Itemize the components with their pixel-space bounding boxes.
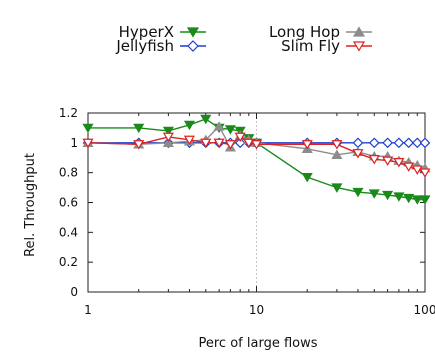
data-point-hyperx	[133, 123, 145, 134]
data-point-jellyfish	[368, 137, 380, 149]
data-point-jellyfish	[382, 137, 393, 149]
legend-label-hyperx: HyperX	[119, 23, 174, 41]
x-tick-label: 100	[414, 303, 435, 317]
data-point-hyperx	[393, 192, 405, 202]
data-point-slim-fly	[403, 162, 415, 172]
data-point-slim-fly	[224, 140, 236, 150]
data-point-long-hop	[162, 137, 174, 148]
data-point-hyperx	[82, 123, 94, 134]
data-point-jellyfish	[403, 137, 415, 149]
data-point-slim-fly	[133, 140, 145, 150]
data-point-jellyfish	[393, 137, 405, 149]
data-point-hyperx	[224, 125, 236, 135]
data-point-slim-fly	[213, 138, 225, 149]
x-tick-label: 10	[249, 303, 264, 317]
legend-entry-long-hop: Long Hop	[269, 23, 372, 41]
data-point-slim-fly	[382, 156, 394, 166]
data-point-slim-fly	[250, 140, 263, 150]
y-tick-label: 1.2	[59, 106, 78, 120]
x-axis-label: Perc of large flows	[199, 336, 318, 351]
y-tick-label: 0	[70, 285, 78, 299]
data-point-jellyfish	[234, 137, 246, 149]
data-point-slim-fly	[200, 138, 212, 149]
data-point-slim-fly	[411, 165, 423, 175]
data-point-jellyfish	[419, 137, 431, 149]
data-point-slim-fly	[352, 149, 364, 159]
data-point-slim-fly	[234, 132, 246, 143]
data-point-hyperx	[403, 193, 415, 204]
data-point-hyperx	[419, 195, 431, 205]
x-tick-label: 1	[84, 303, 92, 317]
data-point-jellyfish	[411, 137, 423, 149]
data-point-hyperx	[183, 120, 195, 131]
data-point-hyperx	[352, 187, 364, 198]
data-point-slim-fly	[162, 132, 174, 143]
data-point-hyperx	[411, 195, 423, 205]
data-point-hyperx	[368, 189, 380, 199]
data-point-long-hop	[331, 149, 343, 159]
data-point-slim-fly	[368, 155, 380, 165]
legend-label-long-hop: Long Hop	[269, 23, 340, 41]
legend-marker-long-hop	[352, 26, 366, 37]
data-point-long-hop	[213, 121, 225, 131]
y-tick-label: 0.4	[59, 225, 78, 239]
data-point-slim-fly	[419, 168, 431, 178]
y-axis-label: Rel. Throughput	[23, 153, 38, 257]
data-point-hyperx	[382, 190, 394, 201]
data-point-hyperx	[331, 183, 343, 193]
data-point-slim-fly	[243, 138, 255, 149]
y-tick-label: 0.2	[59, 255, 78, 269]
data-point-hyperx	[301, 172, 313, 183]
data-point-hyperx	[200, 114, 212, 125]
data-point-slim-fly	[301, 140, 313, 150]
legend-entry-hyperx: HyperX	[119, 23, 206, 41]
y-tick-label: 0.6	[59, 196, 78, 210]
data-point-slim-fly	[183, 135, 195, 146]
data-point-slim-fly	[331, 140, 343, 150]
legend-marker-jellyfish	[187, 40, 199, 52]
legend-label-slim-fly: Slim Fly	[281, 37, 340, 55]
data-point-slim-fly	[82, 138, 94, 149]
legend-entry-jellyfish: Jellyfish	[115, 37, 206, 55]
legend-entry-slim-fly: Slim Fly	[281, 37, 372, 55]
y-tick-label: 0.8	[59, 166, 78, 180]
legend-label-jellyfish: Jellyfish	[115, 37, 174, 55]
data-point-slim-fly	[393, 158, 405, 168]
data-point-hyperx	[162, 126, 174, 137]
series-slim-fly	[82, 132, 431, 178]
legend-marker-slim-fly	[352, 41, 366, 52]
legend-marker-hyperx	[186, 27, 200, 38]
y-tick-label: 1	[70, 136, 78, 150]
data-point-jellyfish	[352, 137, 364, 149]
